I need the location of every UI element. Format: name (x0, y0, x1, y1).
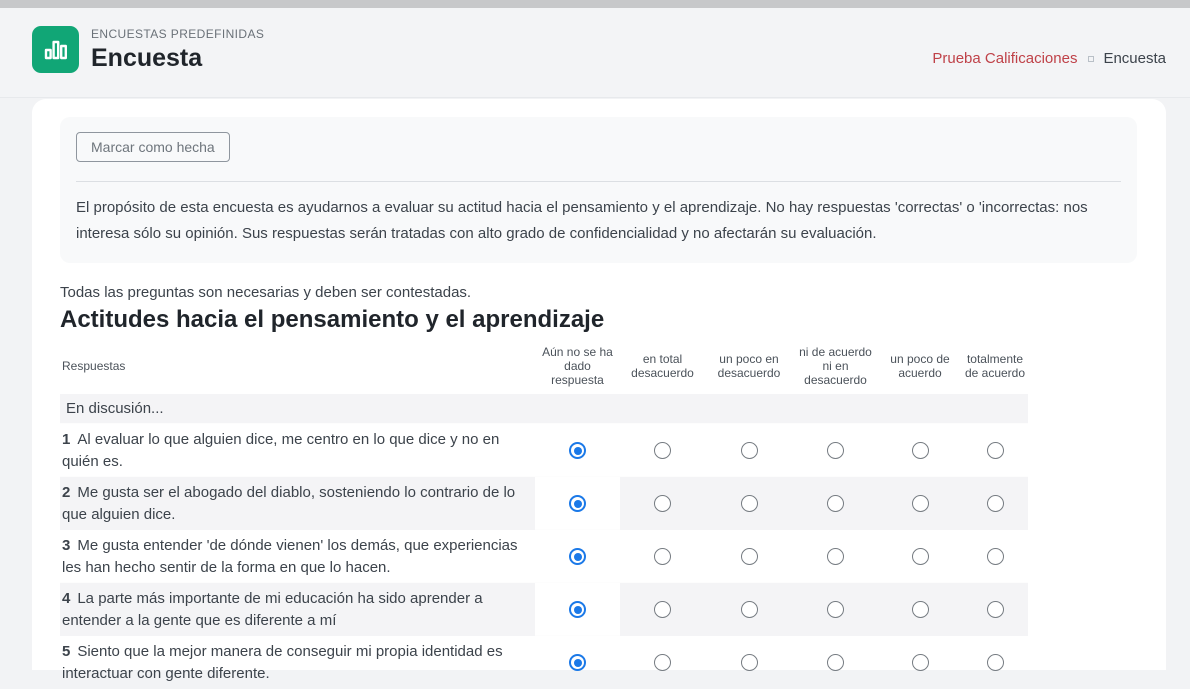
radio-q1-strongly-agree[interactable] (986, 442, 1004, 459)
breadcrumb-course-link[interactable]: Prueba Calificaciones (932, 50, 1078, 67)
radio-q2-no-answer[interactable] (569, 495, 586, 512)
column-header-strongly-disagree: en total desacuerdo (631, 352, 694, 380)
radio-q3-strongly-agree[interactable] (986, 548, 1004, 565)
question-group-row: En discusión... (60, 394, 1028, 423)
table-row: 4 La parte más importante de mi educación… (60, 582, 1028, 636)
column-header-no-answer: Aún no se ha dado respuesta (542, 345, 613, 387)
radio-q5-somewhat-disagree[interactable] (740, 654, 758, 671)
radio-q3-no-answer[interactable] (569, 548, 586, 565)
card-divider (76, 181, 1121, 182)
radio-q1-neutral[interactable] (827, 442, 844, 459)
radio-q1-no-answer[interactable] (569, 442, 586, 459)
radio-q4-strongly-agree[interactable] (986, 601, 1004, 618)
radio-q5-somewhat-agree[interactable] (911, 654, 929, 671)
page-header: ENCUESTAS PREDEFINIDAS Encuesta Prueba C… (0, 8, 1190, 98)
survey-description: El propósito de esta encuesta es ayudarn… (76, 199, 1088, 242)
radio-q2-strongly-agree[interactable] (986, 495, 1004, 512)
radio-q3-neutral[interactable] (827, 548, 844, 565)
column-header-somewhat-disagree: un poco en desacuerdo (717, 352, 781, 380)
breadcrumb-separator-icon (1088, 55, 1095, 62)
radio-q3-somewhat-disagree[interactable] (740, 548, 758, 565)
breadcrumb: Prueba Calificaciones Encuesta (932, 50, 1166, 67)
question-group-label: En discusión... (66, 400, 164, 417)
radio-q4-somewhat-agree[interactable] (911, 601, 929, 618)
radio-q5-neutral[interactable] (827, 654, 844, 671)
breadcrumb-current: Encuesta (1103, 50, 1166, 67)
radio-q2-somewhat-agree[interactable] (911, 495, 929, 512)
radio-q4-somewhat-disagree[interactable] (740, 601, 758, 618)
column-header-neutral: ni de acuerdo ni en desacuerdo (799, 345, 872, 387)
question-text: 4 La parte más importante de mi educación… (62, 589, 483, 629)
window-top-strip (0, 0, 1190, 8)
radio-q3-strongly-disagree[interactable] (654, 548, 671, 565)
mark-as-done-button[interactable]: Marcar como hecha (76, 132, 230, 162)
table-header-row: Respuestas Aún no se ha dado respuesta e… (60, 341, 1028, 391)
radio-q5-strongly-agree[interactable] (986, 654, 1004, 671)
radio-q2-neutral[interactable] (827, 495, 844, 512)
table-row: 3 Me gusta entender 'de dónde vienen' los… (60, 529, 1028, 582)
required-note: Todas las preguntas son necesarias y deb… (60, 284, 472, 301)
radio-q4-no-answer[interactable] (569, 601, 586, 618)
column-header-strongly-agree: totalmente de acuerdo (964, 352, 1026, 380)
radio-q2-somewhat-disagree[interactable] (740, 495, 758, 512)
survey-activity-icon (32, 26, 79, 73)
survey-table: Respuestas Aún no se ha dado respuesta e… (60, 341, 1028, 688)
question-text: 3 Me gusta entender 'de dónde vienen' los… (62, 536, 518, 576)
radio-q4-strongly-disagree[interactable] (654, 601, 671, 618)
radio-q1-somewhat-agree[interactable] (911, 442, 929, 459)
radio-q1-somewhat-disagree[interactable] (740, 442, 758, 459)
question-text: 1 Al evaluar lo que alguien dice, me cent… (62, 430, 500, 470)
question-text: 5 Siento que la mejor manera de conseguir… (62, 642, 503, 682)
page-title: Encuesta (91, 44, 203, 72)
table-row: 5 Siento que la mejor manera de conseguir… (60, 635, 1028, 688)
radio-q5-no-answer[interactable] (569, 654, 586, 671)
table-row: 1 Al evaluar lo que alguien dice, me cent… (60, 423, 1028, 476)
column-header-responses: Respuestas (62, 359, 126, 373)
column-header-somewhat-agree: un poco de acuerdo (890, 352, 950, 380)
radio-q3-somewhat-agree[interactable] (911, 548, 929, 565)
radio-q2-strongly-disagree[interactable] (654, 495, 671, 512)
bar-chart-icon (44, 40, 67, 59)
activity-info-card: Marcar como hecha El propósito de esta e… (60, 117, 1137, 263)
survey-section-heading: Actitudes hacia el pensamiento y el apre… (60, 306, 605, 333)
question-text: 2 Me gusta ser el abogado del diablo, sos… (62, 483, 516, 523)
radio-q1-strongly-disagree[interactable] (654, 442, 671, 459)
main-content-panel: Marcar como hecha El propósito de esta e… (32, 99, 1166, 682)
table-row: 2 Me gusta ser el abogado del diablo, sos… (60, 476, 1028, 530)
radio-q4-neutral[interactable] (827, 601, 844, 618)
radio-q5-strongly-disagree[interactable] (654, 654, 671, 671)
activity-category-label: ENCUESTAS PREDEFINIDAS (91, 27, 265, 41)
